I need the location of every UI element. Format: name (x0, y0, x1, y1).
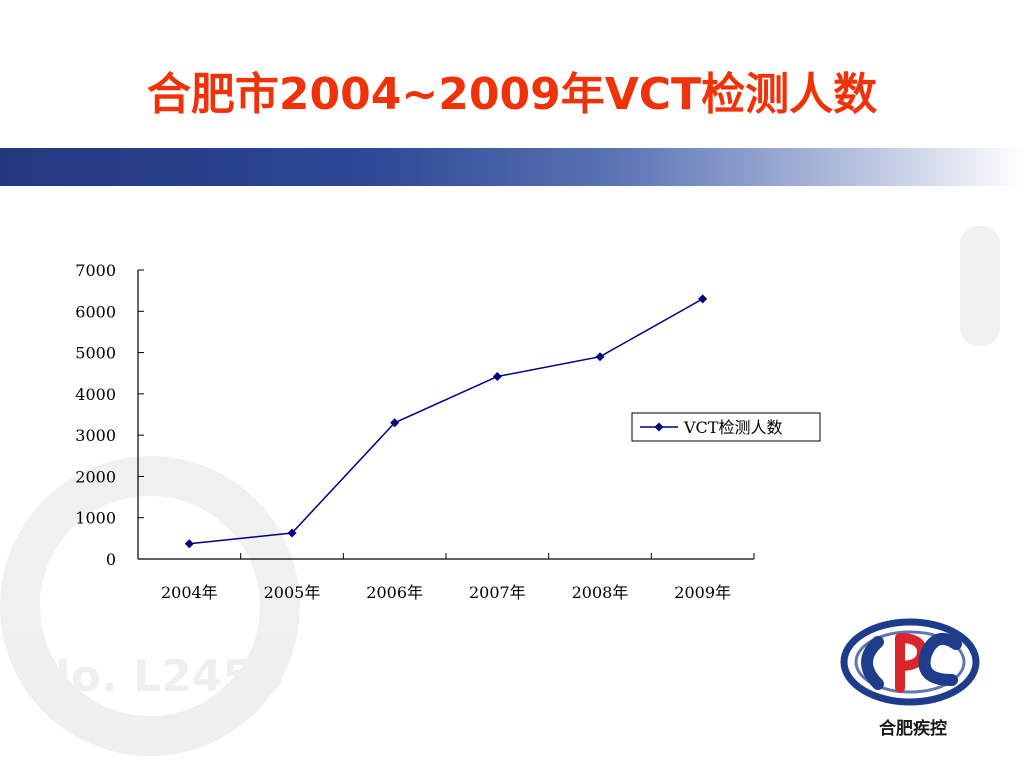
x-tick-label: 2005年 (264, 583, 321, 602)
data-point-marker (595, 352, 605, 362)
y-tick-label: 2000 (75, 467, 116, 486)
data-point-marker (390, 418, 400, 428)
x-axis: 2004年 2005年 2006年 2007年 2008年 2009年 (137, 553, 755, 602)
x-tick-label: 2004年 (161, 583, 218, 602)
slide-title: 合肥市2004~2009年VCT检测人数 (146, 69, 878, 120)
title-band (0, 148, 1024, 186)
y-tick-label: 7000 (75, 261, 116, 280)
y-tick-label: 1000 (75, 509, 116, 528)
x-tick-label: 2007年 (469, 583, 526, 602)
cdc-logo-icon (840, 618, 980, 706)
y-tick-label: 3000 (75, 426, 116, 445)
data-point-marker (287, 528, 297, 538)
legend-marker-swatch (654, 422, 664, 432)
cdc-logo: 合肥疾控 (838, 612, 988, 742)
x-tick-label: 2008年 (572, 583, 629, 602)
series-line (189, 298, 704, 545)
legend: VCT检测人数 (631, 412, 821, 442)
y-tick-label: 6000 (75, 302, 116, 321)
x-tick-label: 2006年 (366, 583, 423, 602)
x-tick-label: 2009年 (674, 583, 731, 602)
data-point-marker (184, 539, 194, 549)
y-tick-label: 0 (106, 550, 116, 569)
logo-caption: 合肥疾控 (879, 719, 947, 739)
data-point-marker (492, 372, 502, 382)
legend-label: VCT检测人数 (683, 418, 782, 437)
y-tick-label: 5000 (75, 344, 116, 363)
data-point-marker (698, 294, 708, 304)
y-tick-label: 4000 (75, 385, 116, 404)
series-plot (184, 294, 708, 549)
y-axis: 0 1000 2000 3000 4000 5000 6000 7000 (75, 261, 144, 569)
